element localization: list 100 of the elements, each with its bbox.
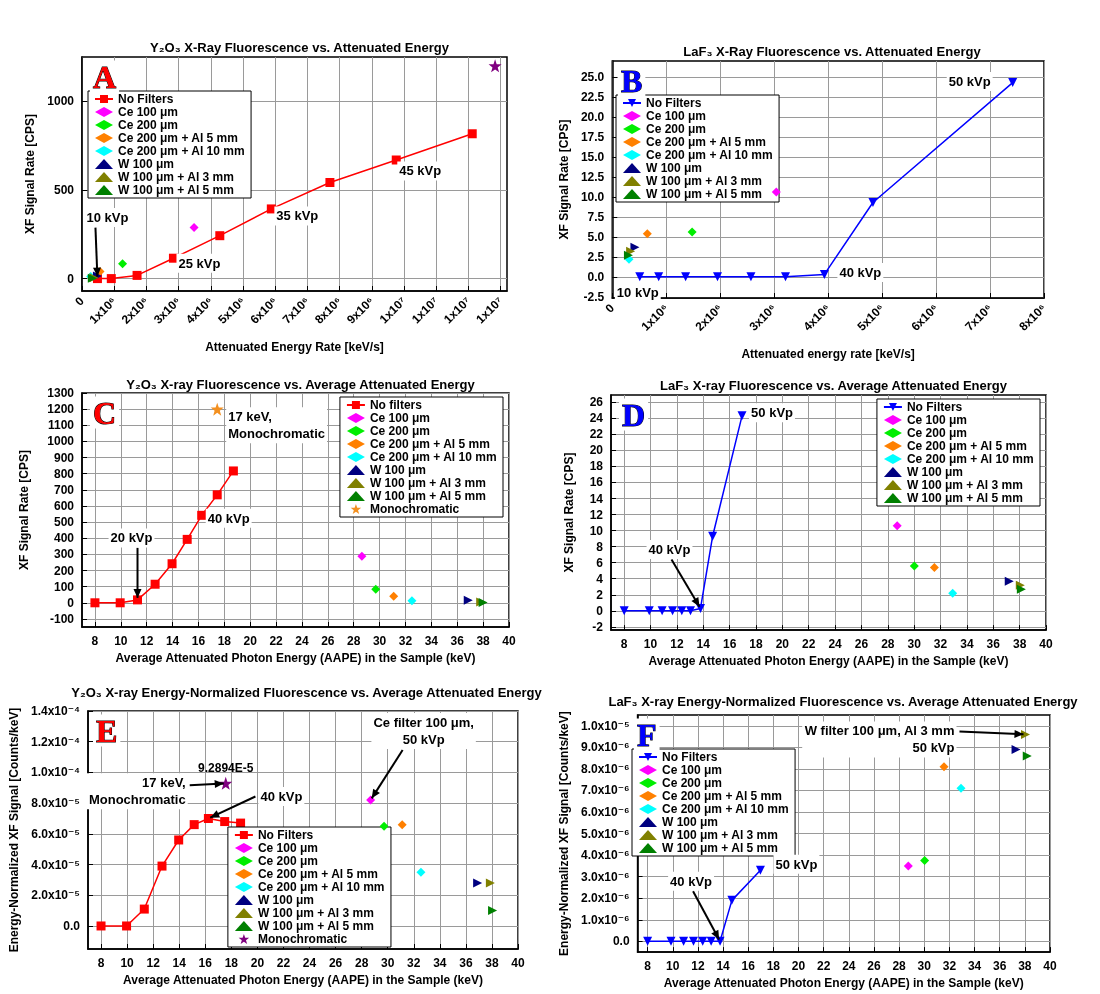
x-tick-label: 30 bbox=[917, 959, 932, 974]
x-tick-label: 32 bbox=[407, 956, 421, 970]
x-tick-label: 24 bbox=[842, 959, 856, 974]
legend-label: Ce 200 μm bbox=[369, 424, 430, 438]
chart-title: Y₂O₃ X-Ray Fluorescence vs. Attenuated Energy bbox=[150, 40, 450, 55]
x-tick-label: 16 bbox=[741, 959, 756, 974]
x-axis-title: Average Attenuated Photon Energy (AAPE) in the Sample (keV) bbox=[663, 976, 1024, 990]
y-tick-label: -2 bbox=[592, 619, 604, 634]
x-tick-label: 38 bbox=[476, 634, 491, 648]
y-axis-title: XF Signal Rate [CPS] bbox=[23, 113, 38, 235]
annotation: 17 keV, Monochromatic bbox=[88, 775, 186, 808]
x-tick-label: 38 bbox=[1012, 637, 1027, 652]
legend-label: Ce 200 μm bbox=[118, 118, 179, 132]
x-tick-label: 18 bbox=[749, 637, 763, 652]
y-tick-label: 200 bbox=[53, 563, 75, 578]
y-tick-label: 8.0x10⁻⁶ bbox=[581, 761, 630, 776]
y-tick-label: 600 bbox=[53, 498, 75, 513]
y-tick-label: 10 bbox=[589, 523, 604, 538]
y-axis-title: XF Signal Rate [CPS] bbox=[562, 452, 576, 573]
y-tick-label: 2.0x10⁻⁵ bbox=[31, 888, 80, 903]
legend-label: No filters bbox=[369, 398, 423, 412]
x-tick-label: 40 bbox=[1039, 637, 1053, 652]
x-tick-label: 32 bbox=[933, 637, 948, 652]
legend-label: Ce 200 μm + Al 5 mm bbox=[257, 867, 378, 881]
y-tick-label: 22.5 bbox=[580, 89, 605, 104]
y-tick-label: 8 bbox=[596, 539, 604, 554]
y-tick-label: 4.0x10⁻⁶ bbox=[581, 848, 630, 863]
y-tick-label: 1200 bbox=[47, 402, 75, 417]
annotation: C bbox=[93, 394, 117, 431]
y-tick-label: 5.0x10⁻⁶ bbox=[581, 826, 630, 841]
y-tick-label: 10.0 bbox=[580, 189, 605, 204]
x-tick-label: 10 bbox=[114, 634, 128, 648]
legend-label: Ce 200 μm + Al 10 mm bbox=[369, 450, 497, 464]
x-tick-label: 28 bbox=[354, 956, 369, 970]
x-tick-label: 20 bbox=[250, 956, 265, 970]
y-tick-label: 500 bbox=[53, 182, 75, 197]
legend-label: Ce 100 μm bbox=[646, 109, 707, 123]
x-tick-label: 12 bbox=[146, 956, 161, 970]
y-tick-label: 7.0x10⁻⁶ bbox=[581, 783, 630, 798]
x-tick-label: 12 bbox=[670, 637, 684, 652]
annotation: B bbox=[621, 62, 643, 99]
x-tick-label: 16 bbox=[198, 956, 213, 970]
legend-label: No Filters bbox=[257, 828, 314, 842]
x-tick-label: 30 bbox=[372, 634, 387, 648]
y-axis-title: Energy-Normalized XF Signal [Counts/keV] bbox=[557, 711, 571, 956]
y-tick-label: 0 bbox=[596, 603, 604, 618]
legend-label: Ce 200 μm bbox=[662, 776, 723, 790]
x-tick-label: 12 bbox=[140, 634, 154, 648]
x-tick-label: 22 bbox=[816, 959, 831, 974]
x-tick-label: 18 bbox=[766, 959, 781, 974]
data-label: 9.2894E-5 bbox=[198, 760, 254, 775]
x-tick-label: 24 bbox=[295, 634, 309, 648]
y-tick-label: 0.0 bbox=[587, 269, 605, 284]
annotation: W filter 100 μm, Al 3 mm 50 kVp bbox=[804, 723, 955, 756]
y-tick-label: 20.0 bbox=[580, 109, 605, 124]
x-tick-label: 14 bbox=[172, 956, 187, 970]
legend-label: W 100 μm + Al 5 mm bbox=[369, 489, 486, 503]
x-tick-label: 28 bbox=[347, 634, 361, 648]
y-tick-label: 700 bbox=[53, 482, 75, 497]
annotation: 40 kVp bbox=[648, 541, 691, 557]
x-tick-label: 38 bbox=[485, 956, 499, 970]
x-tick-label: 34 bbox=[967, 959, 982, 974]
x-axis-title: Average Attenuated Photon Energy (AAPE) in the Sample (keV) bbox=[648, 654, 1009, 668]
annotation: 20 kVp bbox=[110, 530, 153, 546]
legend-label: Monochromatic bbox=[257, 932, 348, 946]
x-tick-label: 14 bbox=[696, 637, 711, 652]
y-tick-label: 2 bbox=[596, 587, 604, 602]
annotation: Ce filter 100 μm, 50 kVp bbox=[373, 715, 474, 748]
x-tick-label: 18 bbox=[224, 956, 239, 970]
x-tick-label: 32 bbox=[398, 634, 413, 648]
x-tick-label: 16 bbox=[191, 634, 206, 648]
legend-label: W 100 μm + Al 3 mm bbox=[646, 174, 762, 188]
y-tick-label: 16 bbox=[589, 475, 604, 490]
x-tick-label: 20 bbox=[791, 959, 806, 974]
legend-label: No Filters bbox=[662, 750, 718, 764]
chart-title: LaF₃ X-ray Energy-Normalized Fluorescence vs. Average Attenuated Energy bbox=[608, 694, 1079, 709]
x-tick-label: 30 bbox=[381, 956, 395, 970]
annotation: D bbox=[622, 396, 646, 433]
legend-label: Ce 200 μm + Al 10 mm bbox=[257, 880, 385, 894]
annotation: 50 kVp bbox=[948, 74, 991, 90]
legend-label: Ce 200 μm + Al 5 mm bbox=[662, 789, 782, 803]
y-tick-label: 6.0x10⁻⁵ bbox=[31, 826, 80, 841]
y-tick-label: 8.0x10⁻⁵ bbox=[31, 796, 80, 811]
y-tick-label: 2.0x10⁻⁶ bbox=[581, 891, 630, 906]
y-tick-label: 0 bbox=[67, 271, 75, 286]
legend-label: No Filters bbox=[118, 92, 174, 106]
y-tick-label: 9.0x10⁻⁶ bbox=[581, 740, 630, 755]
x-tick-label: 20 bbox=[243, 634, 258, 648]
x-tick-label: 22 bbox=[269, 634, 284, 648]
y-tick-label: -2.5 bbox=[583, 289, 605, 304]
y-tick-label: 15.0 bbox=[580, 149, 605, 164]
x-axis-title: Average Attenuated Photon Energy (AAPE) in the Sample (keV) bbox=[115, 650, 476, 665]
x-tick-label: 20 bbox=[775, 637, 790, 652]
legend-label: Ce 200 μm + Al 10 mm bbox=[646, 148, 773, 162]
annotation: 40 kVp bbox=[839, 264, 882, 280]
annotation: A bbox=[93, 58, 117, 95]
x-tick-label: 16 bbox=[722, 637, 737, 652]
legend-label: Ce 200 μm + Al 10 mm bbox=[662, 802, 789, 816]
legend-label: W 100 μm + Al 5 mm bbox=[646, 187, 762, 201]
y-tick-label: -100 bbox=[49, 611, 75, 626]
